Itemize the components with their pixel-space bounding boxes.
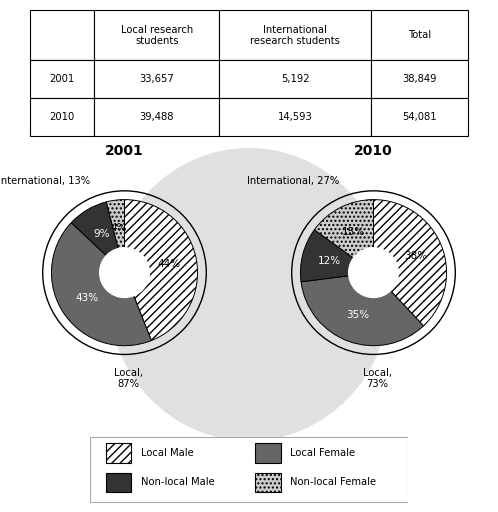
Text: 12%: 12%: [318, 257, 341, 266]
Bar: [371, 98, 468, 136]
Text: Non-local Female: Non-local Female: [290, 477, 376, 487]
Circle shape: [349, 248, 398, 297]
Bar: [95, 60, 219, 98]
Bar: [30, 98, 95, 136]
Text: 33,657: 33,657: [139, 74, 174, 84]
Text: Local research
students: Local research students: [121, 25, 193, 46]
Circle shape: [100, 248, 149, 297]
Bar: [106, 473, 131, 492]
Text: 39,488: 39,488: [139, 112, 174, 122]
Wedge shape: [374, 200, 447, 326]
Text: 4%: 4%: [111, 223, 127, 233]
Wedge shape: [107, 200, 124, 257]
Text: 38,849: 38,849: [402, 74, 437, 84]
Text: Local,
73%: Local, 73%: [363, 368, 391, 389]
Text: International
research students: International research students: [250, 25, 340, 46]
Title: 2001: 2001: [105, 144, 144, 158]
Wedge shape: [314, 200, 374, 263]
Text: 14,593: 14,593: [278, 112, 313, 122]
Text: 44%: 44%: [157, 259, 181, 269]
Bar: [219, 98, 371, 136]
Wedge shape: [300, 230, 361, 282]
Text: 2001: 2001: [49, 74, 75, 84]
Bar: [30, 10, 95, 60]
Bar: [255, 443, 281, 463]
Bar: [106, 443, 131, 463]
Text: 15%: 15%: [341, 227, 365, 237]
FancyBboxPatch shape: [90, 437, 408, 502]
Wedge shape: [71, 202, 121, 262]
Text: 9%: 9%: [93, 229, 110, 239]
Text: 38%: 38%: [404, 251, 427, 261]
Text: Local,
87%: Local, 87%: [114, 368, 142, 389]
Bar: [95, 10, 219, 60]
Text: 43%: 43%: [76, 293, 99, 303]
Bar: [219, 60, 371, 98]
Text: 5,192: 5,192: [281, 74, 309, 84]
Text: 2010: 2010: [49, 112, 75, 122]
Title: 2010: 2010: [354, 144, 393, 158]
Bar: [371, 10, 468, 60]
Bar: [30, 60, 95, 98]
Text: Local Female: Local Female: [290, 448, 356, 458]
Text: 54,081: 54,081: [402, 112, 437, 122]
Text: 35%: 35%: [347, 310, 370, 320]
Bar: [255, 473, 281, 492]
Text: International, 13%: International, 13%: [0, 177, 90, 186]
Circle shape: [109, 148, 389, 440]
Wedge shape: [301, 274, 423, 346]
Text: International, 27%: International, 27%: [247, 177, 339, 186]
Wedge shape: [124, 200, 198, 340]
Text: Local Male: Local Male: [140, 448, 193, 458]
Bar: [219, 10, 371, 60]
Wedge shape: [51, 223, 151, 346]
Bar: [95, 98, 219, 136]
Text: Non-local Male: Non-local Male: [140, 477, 214, 487]
Bar: [371, 60, 468, 98]
Text: Total: Total: [408, 30, 431, 40]
